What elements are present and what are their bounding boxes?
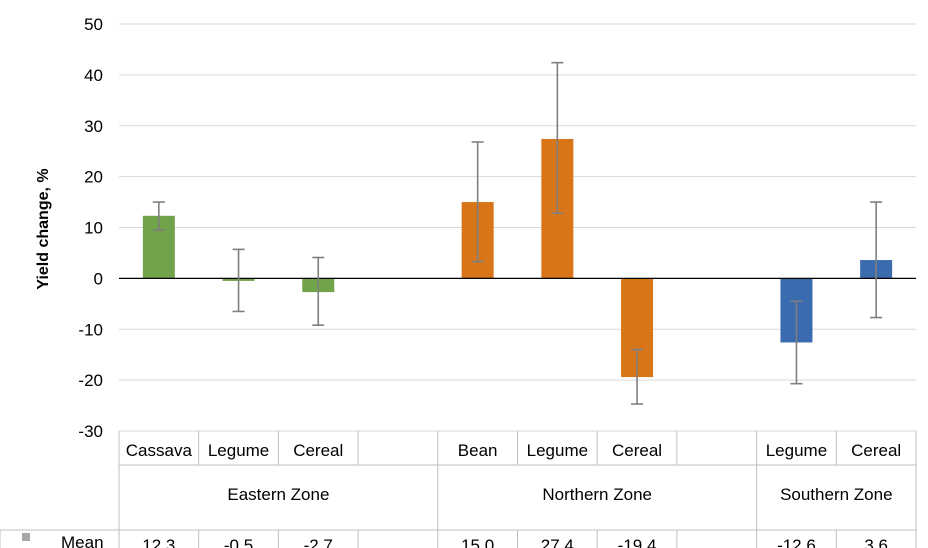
- y-tick-label: -30: [78, 422, 103, 441]
- y-tick-label: -10: [78, 320, 103, 339]
- x-category-label: Cereal: [612, 441, 662, 460]
- table-value: 12.3: [142, 536, 175, 548]
- legend-marker: [22, 533, 30, 541]
- x-category-label: Legume: [766, 441, 827, 460]
- y-tick-label: 0: [94, 269, 103, 288]
- y-tick-label: 10: [84, 219, 103, 238]
- data-table: Cassava Legume Cereal Bean Legume Cereal Legum…: [0, 431, 917, 548]
- series-name-label: Mean: [61, 533, 104, 548]
- y-tick-label: 40: [84, 66, 103, 85]
- grid-lines: [119, 23, 916, 432]
- x-category-label: Legume: [527, 441, 588, 460]
- x-category-label: Bean: [458, 441, 498, 460]
- group-label: Southern Zone: [780, 485, 892, 504]
- table-value: 3.6: [864, 536, 888, 548]
- x-category-label: Cereal: [293, 441, 343, 460]
- x-category-label: Cassava: [126, 441, 193, 460]
- x-category-label: Legume: [208, 441, 269, 460]
- y-axis-tick-labels: -30 -20 -10 0 10 20 30 40 50: [78, 15, 103, 441]
- table-value: -19.4: [618, 536, 657, 548]
- table-value: 27.4: [541, 536, 574, 548]
- y-tick-label: 50: [84, 15, 103, 34]
- table-value: -2.7: [304, 536, 333, 548]
- table-value: -0.5: [224, 536, 253, 548]
- bar-series-mean: [142, 138, 893, 378]
- table-value: 15.0: [461, 536, 494, 548]
- y-tick-label: 20: [84, 168, 103, 187]
- group-label: Eastern Zone: [227, 485, 329, 504]
- table-value: -12.6: [777, 536, 816, 548]
- y-tick-label: 30: [84, 117, 103, 136]
- error-bars: [152, 61, 883, 405]
- y-axis-title: Yield change, %: [35, 168, 52, 289]
- group-label: Northern Zone: [542, 485, 652, 504]
- y-tick-label: -20: [78, 371, 103, 390]
- x-category-label: Cereal: [851, 441, 901, 460]
